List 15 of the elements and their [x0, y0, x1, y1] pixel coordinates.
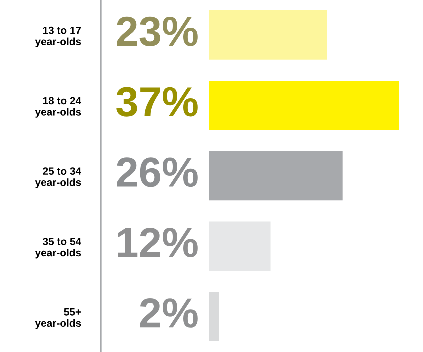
bar	[209, 222, 271, 272]
y-tick-label: 35 to 54 year-olds	[35, 238, 82, 259]
bar	[209, 151, 343, 201]
bar	[209, 10, 328, 60]
data-label: 23%	[117, 16, 198, 46]
y-tick-label: 18 to 24 year-olds	[35, 97, 82, 118]
bar	[209, 80, 400, 130]
data-label: 26%	[117, 158, 198, 188]
data-label: 12%	[118, 228, 198, 258]
y-tick-label: 55+ year-olds	[35, 308, 82, 330]
y-tick-label: 25 to 34 year-olds	[35, 168, 82, 188]
data-label: 2%	[140, 298, 198, 328]
bar	[209, 292, 220, 342]
data-label: 37%	[116, 87, 198, 117]
y-tick-label: 13 to 17 year-olds	[35, 26, 82, 48]
